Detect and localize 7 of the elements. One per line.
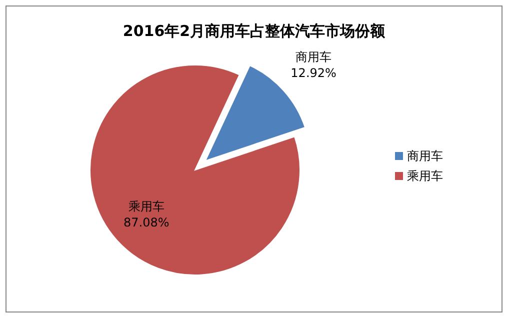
slice-label: 商用车 [296,50,332,64]
legend-label: 商用车 [407,149,443,163]
data-label: 12.92% [290,66,336,80]
chart-title: 2016年2月商用车占整体汽车市场份额 [122,22,386,40]
legend-label: 乘用车 [407,169,443,183]
data-label: 87.08% [124,215,170,230]
slice-label: 乘用车 [128,199,164,214]
